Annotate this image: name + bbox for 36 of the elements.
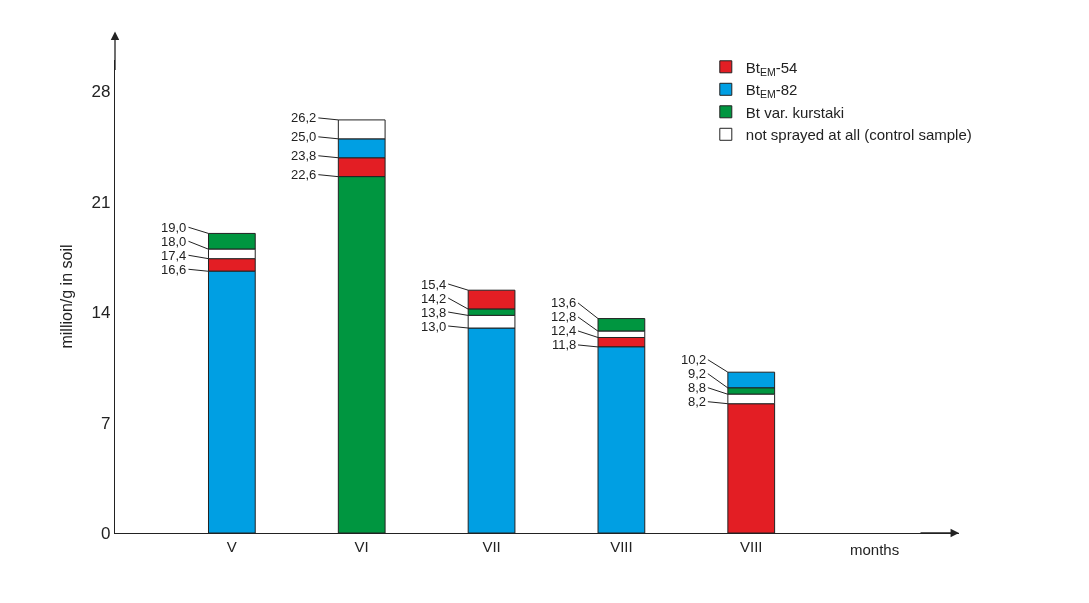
data-label: 23,8 [291, 148, 317, 163]
y-tick-label: 14 [91, 303, 111, 323]
data-label: 25,0 [291, 129, 317, 144]
y-tick-label: 28 [91, 82, 111, 102]
data-label: 12,8 [551, 309, 577, 324]
x-axis-title: months [850, 541, 900, 558]
data-label: 10,2 [681, 352, 707, 367]
data-label: 15,4 [421, 277, 447, 292]
data-label: 26,2 [291, 110, 317, 125]
data-label: 12,4 [551, 323, 577, 338]
data-label: 14,2 [421, 291, 447, 306]
y-axis-title: million/g in soil [58, 244, 76, 349]
data-label: 18,0 [161, 234, 187, 249]
y-tick-label: 7 [100, 413, 111, 433]
data-label: 13,6 [551, 295, 577, 310]
data-label: 11,8 [552, 337, 577, 352]
legend-label: Bt$_{EM}$-54 [745, 58, 798, 78]
data-label: 9,2 [688, 366, 707, 381]
x-tick-label: V [226, 538, 237, 556]
data-label: 13,0 [421, 319, 447, 334]
data-label: 8,8 [688, 380, 707, 395]
x-tick-label: VIII [739, 538, 763, 556]
y-tick-label: 0 [100, 523, 111, 543]
y-tick-label: 21 [91, 192, 111, 212]
legend-label: not sprayed at all (control sample) [745, 126, 972, 144]
x-tick-label: VIII [610, 538, 633, 556]
data-label: 19,0 [161, 220, 187, 235]
legend-label: Bt$_{EM}$-82 [745, 81, 798, 101]
data-label: 13,8 [421, 305, 447, 320]
x-tick-label: VII [482, 538, 501, 556]
data-label: 16,6 [161, 262, 187, 277]
data-label: 17,4 [161, 248, 187, 263]
legend-label: Bt var. kurstaki [745, 103, 845, 121]
data-label: 8,2 [688, 394, 707, 409]
x-tick-label: VI [354, 538, 369, 556]
data-label: 22,6 [291, 167, 317, 182]
